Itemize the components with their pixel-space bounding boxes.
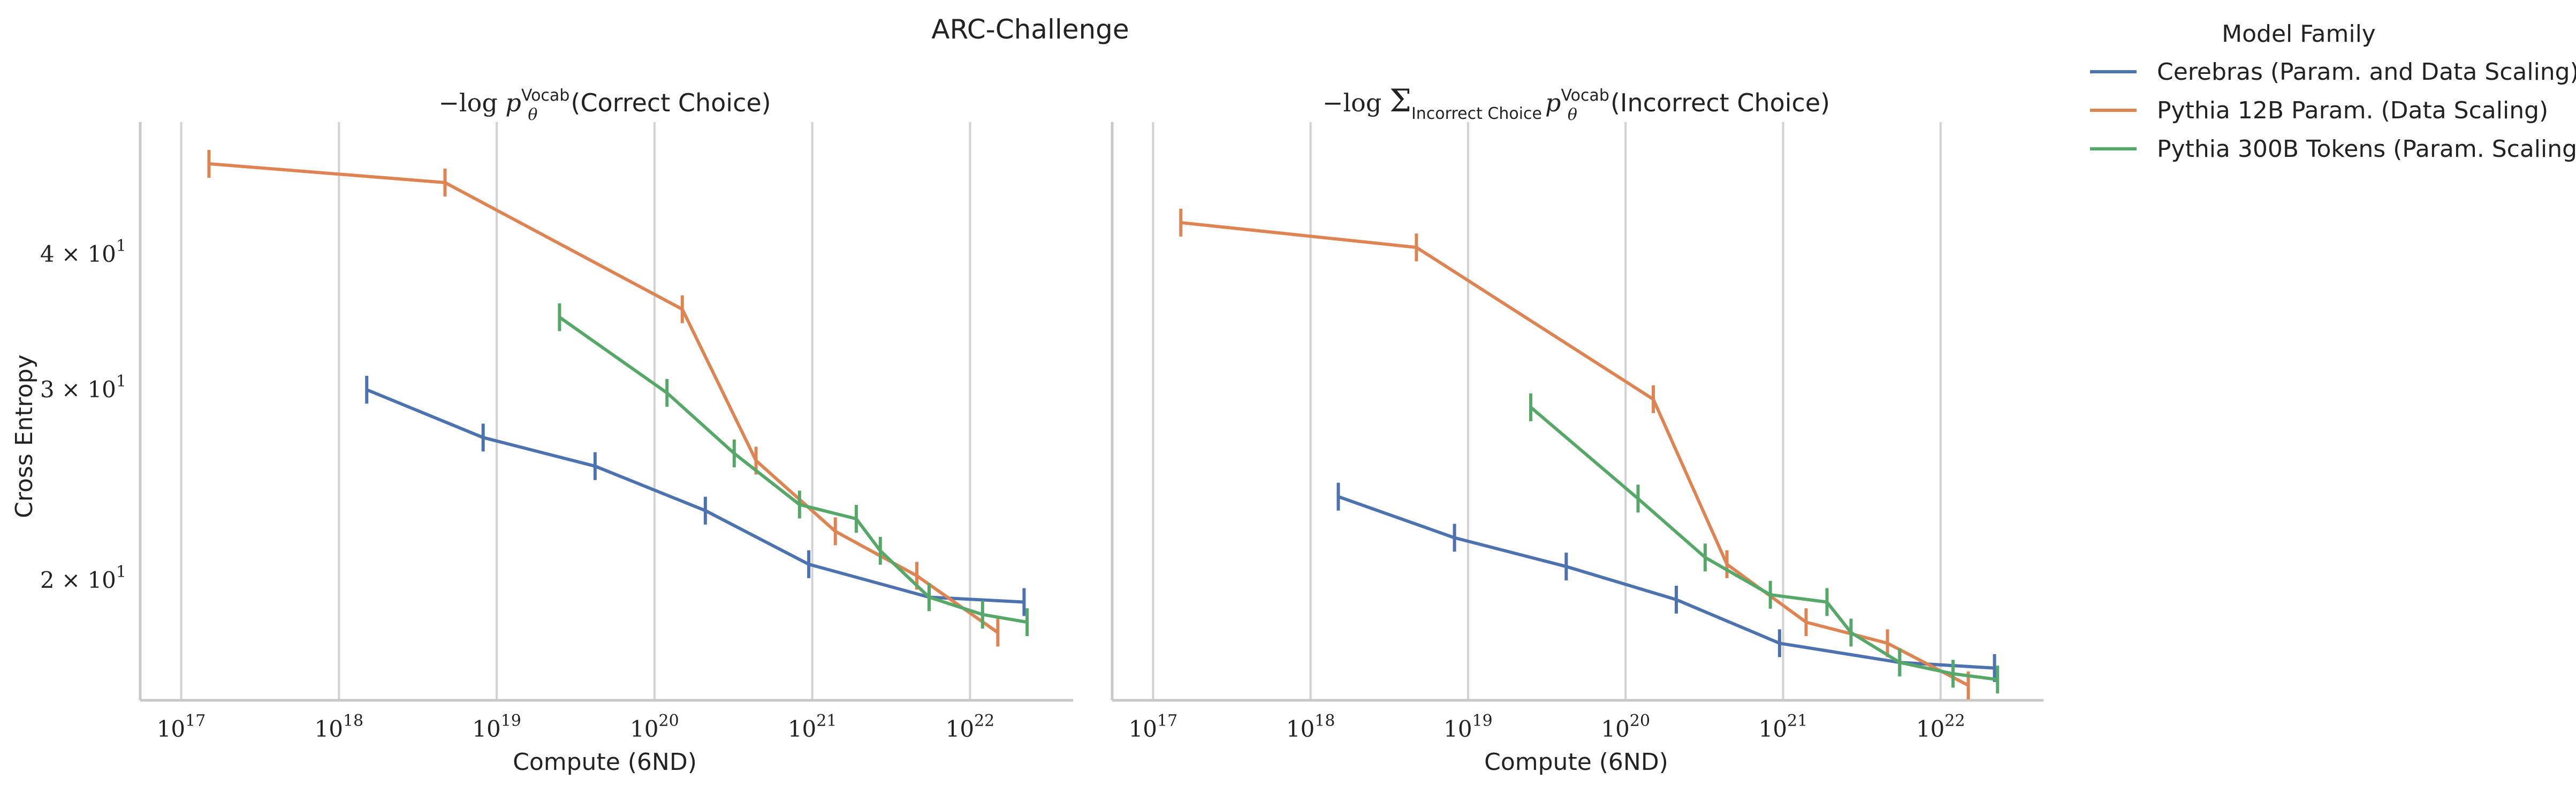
y-tick-label: 4 × 101 bbox=[40, 237, 126, 267]
panel-correct-choice: −log pVocab θ (Correct Choice) 1017 1018 101… bbox=[40, 86, 1073, 776]
x-tick-label: 1019 bbox=[1443, 712, 1493, 742]
panel-1-spines bbox=[139, 122, 1073, 702]
title-1-suffix: (Correct Choice) bbox=[571, 88, 771, 117]
figure-suptitle: ARC-Challenge bbox=[931, 14, 1129, 45]
x-tick-label: 1018 bbox=[1286, 712, 1335, 742]
x-tick-label: 1017 bbox=[157, 712, 206, 742]
legend-entry-label: Pythia 300B Tokens (Param. Scaling) bbox=[2157, 135, 2576, 163]
x-tick-label: 1019 bbox=[472, 712, 521, 742]
panel-2-series bbox=[1179, 208, 2000, 700]
panel-2-title: −log ΣIncorrect Choice pVocab θ (Incorrect … bbox=[1323, 82, 1830, 124]
series-line-2 bbox=[558, 316, 1028, 624]
title-2-p: p bbox=[1545, 88, 1561, 117]
title-2-prefix: −log bbox=[1323, 88, 1389, 117]
panel-1-y-ticks: 4 × 101 3 × 101 2 × 101 bbox=[40, 237, 126, 593]
legend-entry-label: Cerebras (Param. and Data Scaling) bbox=[2157, 58, 2576, 86]
title-1-p: p bbox=[505, 88, 521, 117]
title-2-superscript: Vocab bbox=[1561, 86, 1609, 105]
x-tick-label: 1017 bbox=[1129, 712, 1178, 742]
title-2-subscript: θ bbox=[1568, 105, 1577, 124]
panel-1-gridlines bbox=[180, 122, 971, 700]
legend-entry-label: Pythia 12B Param. (Data Scaling) bbox=[2157, 97, 2548, 124]
x-tick-label: 1018 bbox=[314, 712, 363, 742]
title-2-sum: Σ bbox=[1389, 82, 1411, 119]
x-tick-label: 1020 bbox=[1601, 712, 1650, 742]
title-2-sum-subscript: Incorrect Choice bbox=[1411, 104, 1542, 123]
series-line-0 bbox=[366, 388, 1024, 604]
y-tick-label: 3 × 101 bbox=[40, 372, 126, 403]
title-2-suffix: (Incorrect Choice) bbox=[1610, 88, 1830, 117]
panel-1-x-ticks: 1017 1018 1019 1020 1021 1022 bbox=[157, 712, 995, 742]
panel-2-gridlines bbox=[1152, 122, 1942, 700]
series-line-1 bbox=[1180, 221, 1969, 687]
title-1-prefix: −log bbox=[438, 88, 505, 117]
x-tick-label: 1022 bbox=[1916, 712, 1965, 742]
panel-2-x-axis-label: Compute (6ND) bbox=[1484, 748, 1668, 776]
legend: Model Family Cerebras (Param. and Data S… bbox=[2090, 20, 2576, 163]
panel-1-x-axis-label: Compute (6ND) bbox=[513, 748, 697, 776]
x-tick-label: 1022 bbox=[946, 712, 995, 742]
x-tick-label: 1021 bbox=[1759, 712, 1808, 742]
x-tick-label: 1020 bbox=[630, 712, 679, 742]
series-line-2 bbox=[1530, 406, 1998, 682]
panel-1-series bbox=[207, 149, 1029, 647]
panel-2-x-ticks: 1017 1018 1019 1020 1021 1022 bbox=[1129, 712, 1965, 742]
y-axis-label: Cross Entropy bbox=[11, 354, 38, 518]
panel-incorrect-choice: −log ΣIncorrect Choice pVocab θ (Incorrect … bbox=[1111, 82, 2043, 776]
legend-title: Model Family bbox=[2222, 20, 2376, 48]
title-1-superscript: Vocab bbox=[521, 86, 569, 105]
panel-2-spines bbox=[1111, 122, 2043, 702]
panel-1-title: −log pVocab θ (Correct Choice) bbox=[438, 86, 771, 124]
y-tick-label: 2 × 101 bbox=[40, 563, 126, 593]
x-tick-label: 1021 bbox=[788, 712, 837, 742]
title-1-subscript: θ bbox=[528, 105, 537, 124]
